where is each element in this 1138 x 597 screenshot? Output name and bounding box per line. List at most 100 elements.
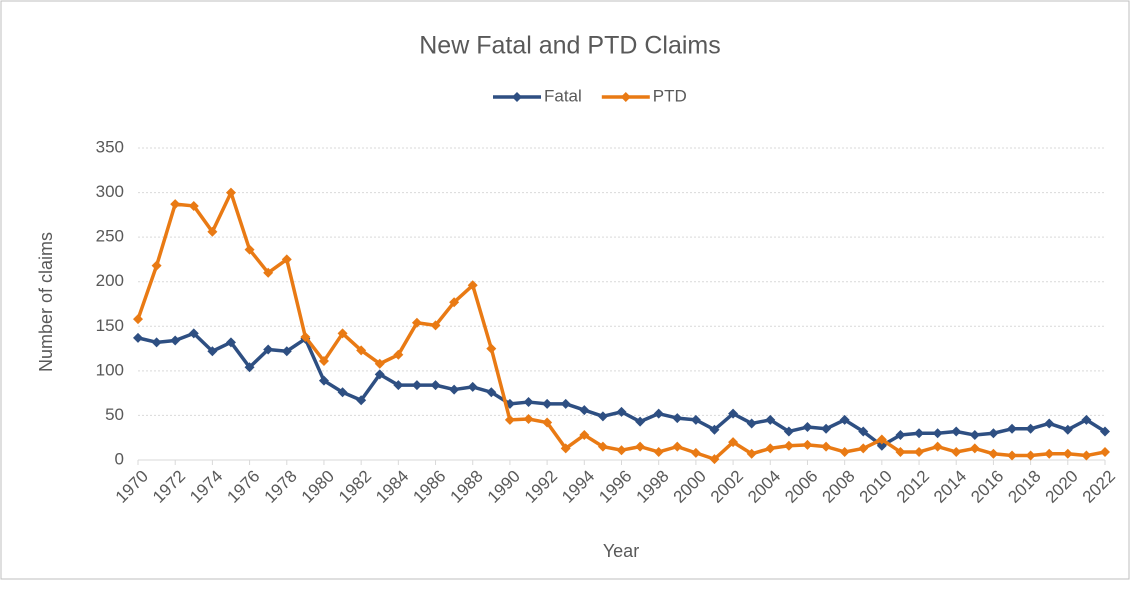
point-marker bbox=[393, 380, 404, 391]
point-marker bbox=[969, 443, 980, 454]
point-marker bbox=[821, 423, 832, 434]
point-marker bbox=[225, 187, 236, 198]
point-marker bbox=[988, 428, 999, 439]
point-marker bbox=[858, 426, 869, 437]
point-marker bbox=[635, 416, 646, 427]
point-marker bbox=[876, 434, 887, 445]
point-marker bbox=[467, 280, 478, 291]
point-marker bbox=[1081, 414, 1092, 425]
point-marker bbox=[616, 445, 627, 456]
y-tick-label: 300 bbox=[96, 182, 124, 201]
point-marker bbox=[170, 335, 181, 346]
point-marker bbox=[318, 356, 329, 367]
point-marker bbox=[281, 254, 292, 265]
point-marker bbox=[653, 408, 664, 419]
point-marker bbox=[225, 337, 236, 348]
point-marker bbox=[1044, 418, 1055, 429]
point-marker bbox=[690, 447, 701, 458]
point-marker bbox=[746, 418, 757, 429]
y-tick-label: 150 bbox=[96, 316, 124, 335]
point-marker bbox=[932, 441, 943, 452]
chart-border bbox=[0, 0, 1130, 580]
legend-marker bbox=[620, 92, 631, 102]
point-marker bbox=[914, 428, 925, 439]
point-marker bbox=[802, 422, 813, 433]
point-marker bbox=[337, 387, 348, 398]
point-marker bbox=[1100, 426, 1110, 437]
point-marker bbox=[821, 441, 832, 452]
point-marker bbox=[133, 314, 143, 325]
point-marker bbox=[672, 441, 683, 452]
point-marker bbox=[802, 439, 813, 450]
point-marker bbox=[597, 411, 608, 422]
point-marker bbox=[1044, 448, 1055, 459]
point-marker bbox=[1025, 450, 1036, 461]
point-marker bbox=[672, 413, 683, 424]
point-marker bbox=[411, 317, 422, 328]
point-marker bbox=[151, 337, 162, 348]
point-marker bbox=[1081, 450, 1092, 461]
point-marker bbox=[709, 424, 720, 435]
point-marker bbox=[895, 446, 906, 457]
point-marker bbox=[356, 395, 367, 406]
legend-marker bbox=[512, 92, 522, 102]
y-tick-label: 0 bbox=[115, 449, 124, 468]
point-marker bbox=[374, 369, 385, 380]
point-marker bbox=[597, 441, 608, 452]
point-marker bbox=[542, 417, 553, 428]
point-marker bbox=[337, 328, 348, 339]
x-axis-title: Year bbox=[603, 541, 639, 561]
point-marker bbox=[430, 380, 441, 391]
point-marker bbox=[1025, 423, 1036, 434]
point-marker bbox=[523, 397, 534, 408]
point-marker bbox=[151, 260, 162, 271]
point-marker bbox=[783, 426, 794, 437]
point-marker bbox=[969, 430, 980, 441]
point-marker bbox=[839, 446, 850, 457]
point-marker bbox=[263, 344, 274, 355]
point-marker bbox=[207, 346, 218, 357]
point-marker bbox=[635, 441, 646, 452]
y-tick-label: 50 bbox=[105, 405, 124, 424]
point-marker bbox=[449, 297, 460, 308]
point-marker bbox=[1062, 448, 1073, 459]
point-marker bbox=[579, 430, 590, 441]
legend-label: PTD bbox=[653, 86, 687, 105]
point-marker bbox=[467, 381, 478, 392]
y-tick-label: 200 bbox=[96, 271, 124, 290]
point-marker bbox=[988, 448, 999, 459]
y-tick-label: 250 bbox=[96, 227, 124, 246]
point-marker bbox=[765, 414, 776, 425]
point-marker bbox=[746, 448, 757, 459]
chart-title: New Fatal and PTD Claims bbox=[419, 32, 720, 60]
point-marker bbox=[393, 349, 404, 360]
y-tick-label: 350 bbox=[96, 137, 124, 156]
point-marker bbox=[728, 437, 739, 448]
point-marker bbox=[504, 414, 515, 425]
point-marker bbox=[560, 398, 571, 409]
point-marker bbox=[914, 446, 925, 457]
point-marker bbox=[318, 375, 329, 386]
point-marker bbox=[244, 362, 255, 373]
legend-label: Fatal bbox=[544, 86, 582, 105]
point-marker bbox=[783, 440, 794, 451]
point-marker bbox=[486, 343, 497, 354]
point-marker bbox=[951, 426, 962, 437]
point-marker bbox=[932, 428, 943, 439]
point-marker bbox=[170, 199, 181, 210]
point-marker bbox=[188, 328, 199, 339]
point-marker bbox=[765, 443, 776, 454]
point-marker bbox=[709, 454, 720, 465]
point-marker bbox=[653, 446, 664, 457]
point-marker bbox=[263, 267, 274, 278]
point-marker bbox=[133, 332, 143, 343]
point-marker bbox=[1100, 446, 1110, 457]
point-marker bbox=[616, 406, 627, 417]
point-marker bbox=[374, 358, 385, 369]
y-tick-label: 100 bbox=[96, 360, 124, 379]
point-marker bbox=[486, 387, 497, 398]
point-marker bbox=[356, 345, 367, 356]
point-marker bbox=[951, 446, 962, 457]
point-marker bbox=[1007, 450, 1018, 461]
